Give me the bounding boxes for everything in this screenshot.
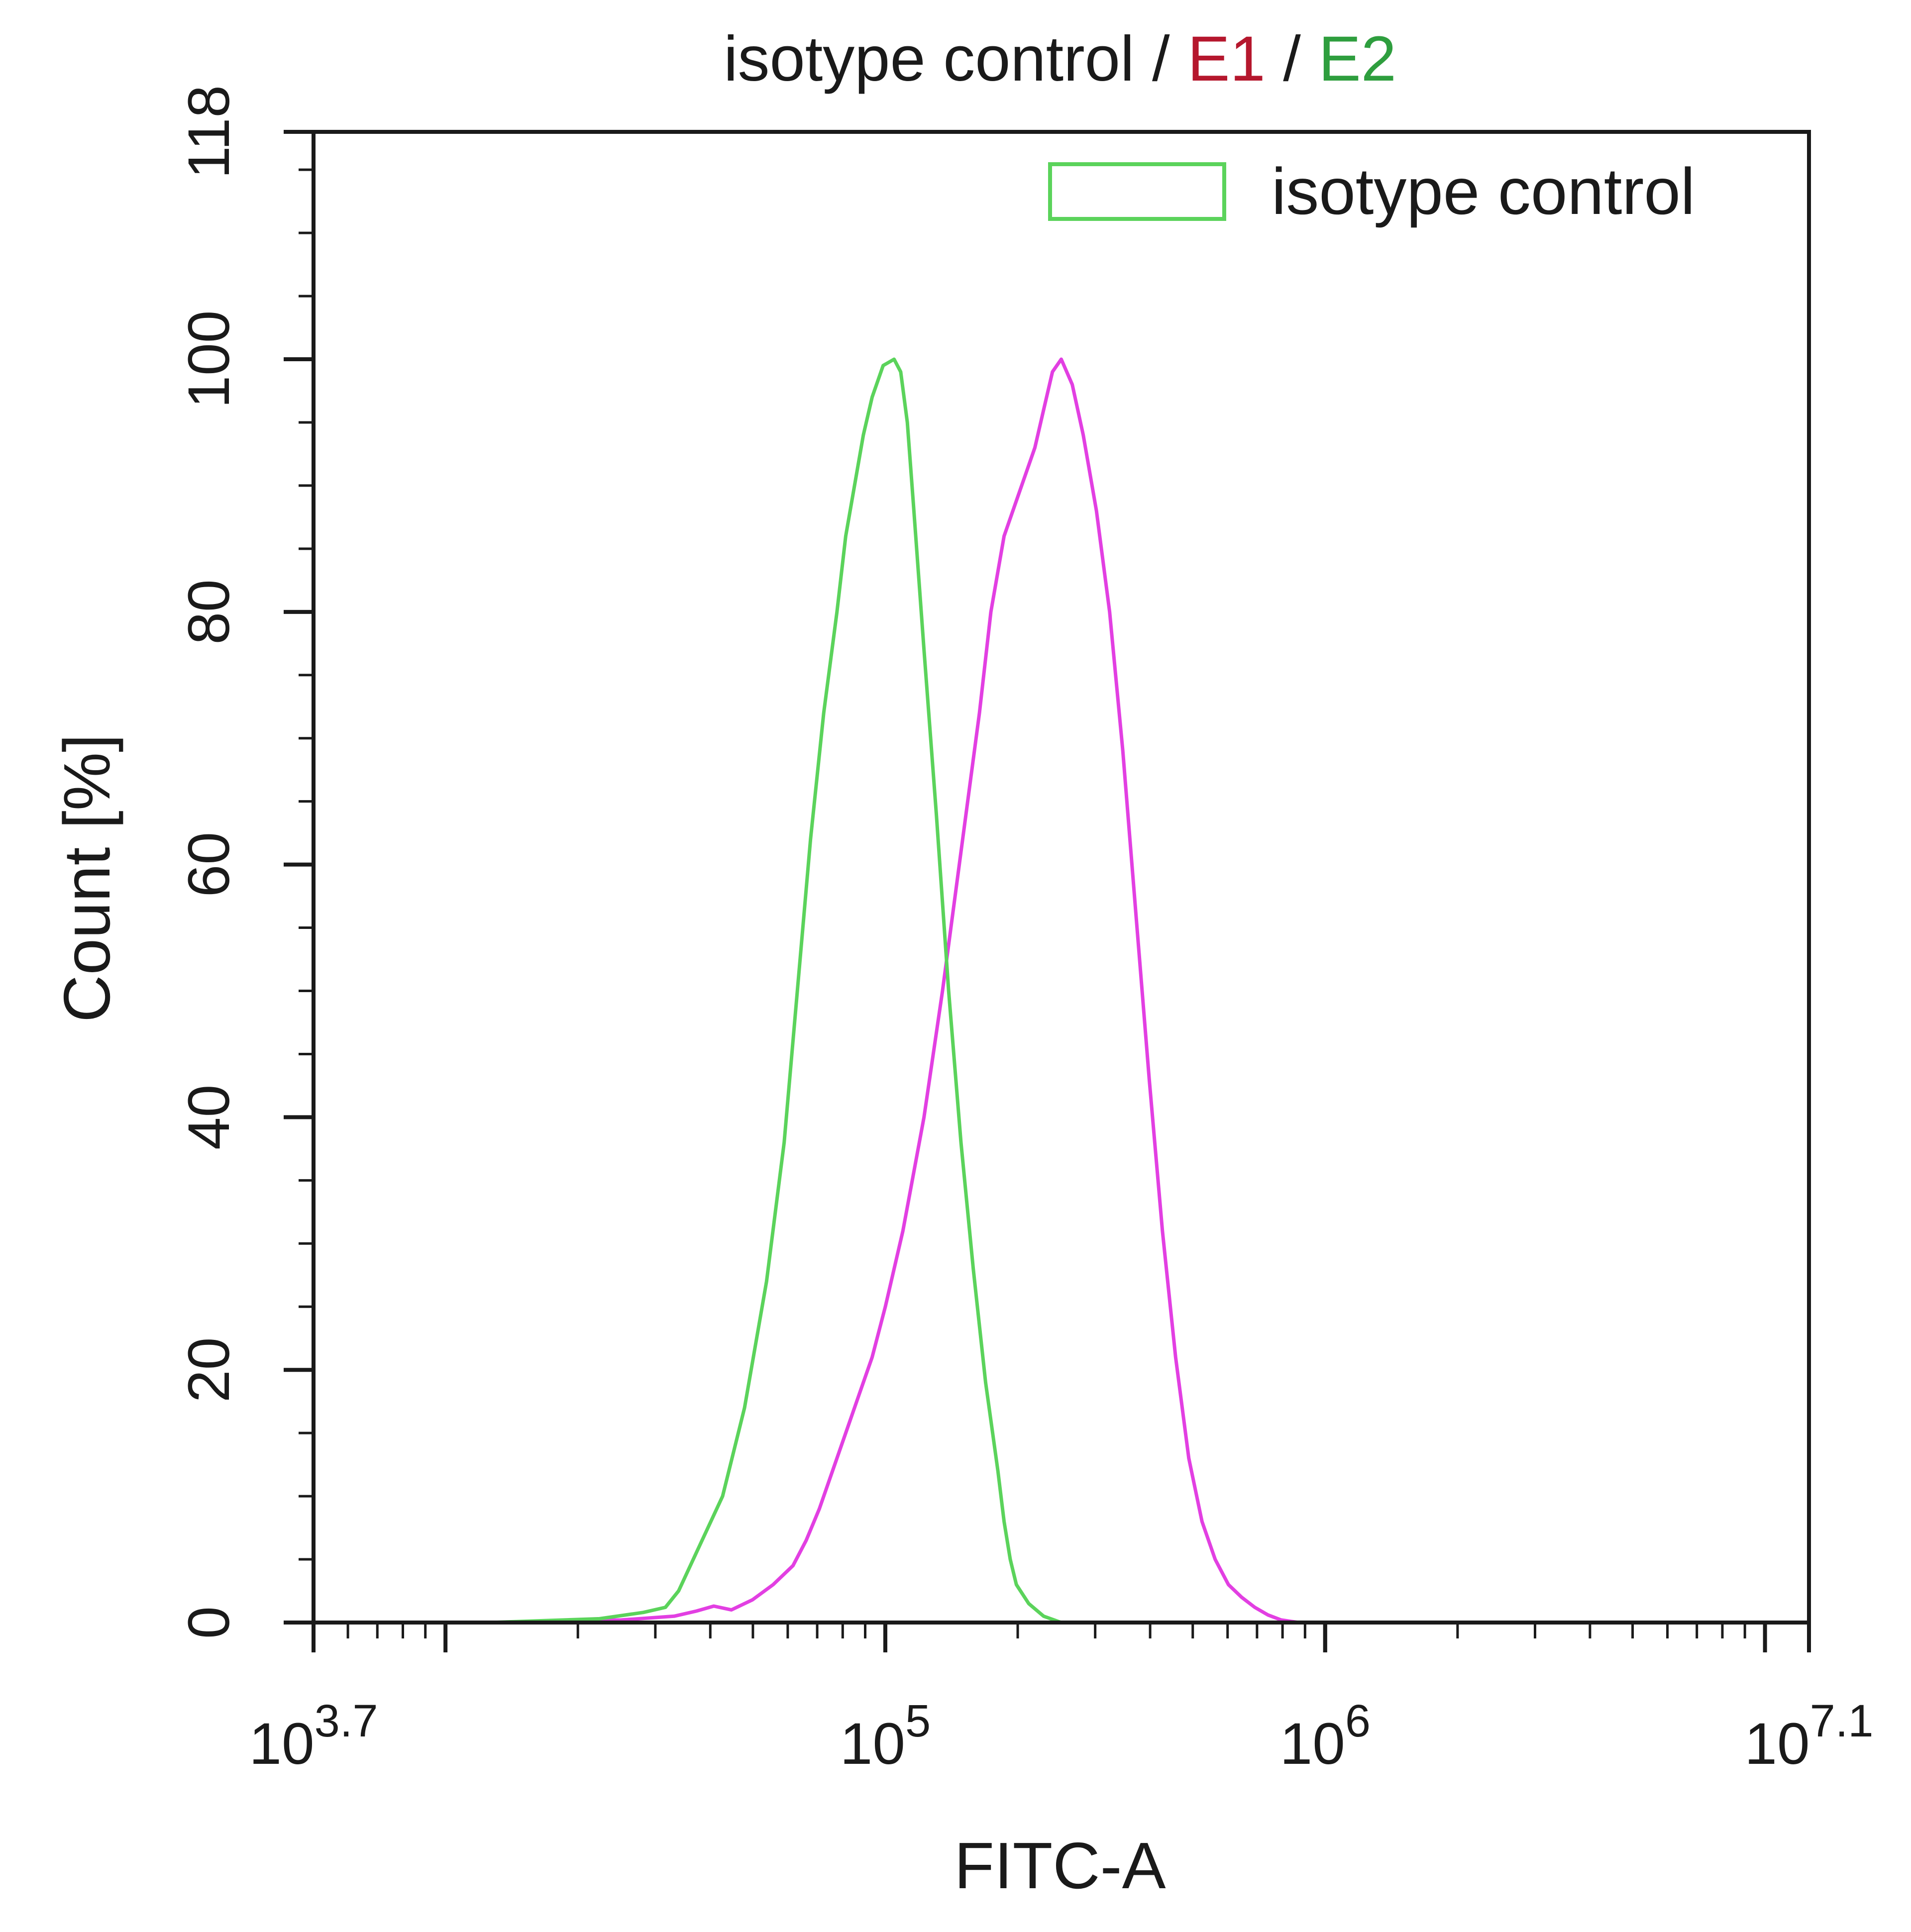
y-tick-label: 100 [176, 310, 242, 408]
series-line-isotype-control [489, 357, 1062, 1625]
y-tick-label: 20 [176, 1337, 242, 1403]
title-part: E1 [1187, 23, 1266, 95]
legend: isotype control [1048, 155, 1695, 228]
y-tick-label: 118 [176, 85, 242, 179]
series-line-e1 [489, 357, 1299, 1625]
y-axis: 0 20 40 60 80 100 118 [176, 85, 314, 1639]
x-tick-label: 105 [840, 1696, 931, 1777]
legend-swatch [1048, 162, 1226, 221]
x-tick-label: 103.7 [249, 1696, 378, 1777]
legend-label: isotype control [1272, 155, 1695, 228]
x-tick-label: 106 [1280, 1696, 1371, 1777]
plot-frame [312, 130, 1811, 1625]
x-axis: 103.7 105 106 107.1 [249, 1623, 1874, 1777]
title-part: / [1134, 23, 1187, 95]
chart-title: isotype control / E1 / E2 [724, 23, 1396, 95]
series-layer [489, 357, 1299, 1625]
x-axis-label: FITC-A [954, 1829, 1166, 1902]
y-tick-label: 60 [176, 832, 242, 897]
title-part: E2 [1318, 23, 1396, 95]
y-axis-label: Count [%] [50, 734, 123, 1022]
y-tick-label: 40 [176, 1085, 242, 1150]
title-part: isotype control [724, 23, 1134, 95]
x-tick-label: 107.1 [1744, 1696, 1873, 1777]
y-tick-label: 80 [176, 579, 242, 644]
y-tick-label: 0 [176, 1606, 242, 1639]
title-part: / [1266, 23, 1319, 95]
